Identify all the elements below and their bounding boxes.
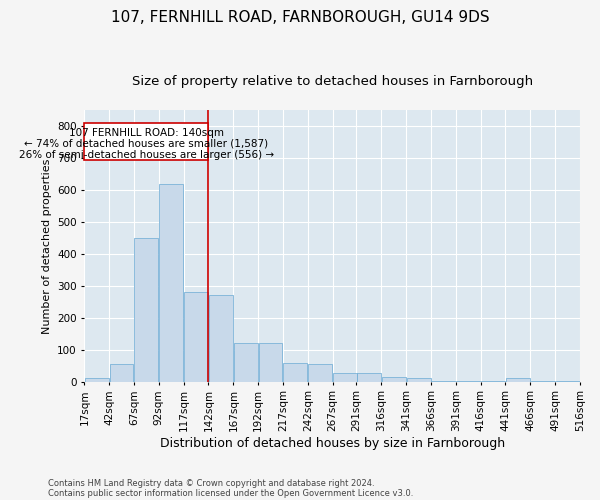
Bar [85,378,109,382]
Text: 26% of semi-detached houses are larger (556) →: 26% of semi-detached houses are larger (… [19,150,274,160]
Text: Contains public sector information licensed under the Open Government Licence v3: Contains public sector information licen… [48,488,413,498]
Bar [110,364,133,382]
Bar [556,380,580,382]
Bar [481,380,505,382]
Bar [407,378,431,382]
Bar [382,377,406,382]
Bar [134,238,158,382]
Bar [506,378,530,382]
X-axis label: Distribution of detached houses by size in Farnborough: Distribution of detached houses by size … [160,437,505,450]
Text: Contains HM Land Registry data © Crown copyright and database right 2024.: Contains HM Land Registry data © Crown c… [48,478,374,488]
Bar [283,362,307,382]
Bar [431,380,455,382]
Bar [333,372,357,382]
Bar [160,184,183,382]
Text: 107, FERNHILL ROAD, FARNBOROUGH, GU14 9DS: 107, FERNHILL ROAD, FARNBOROUGH, GU14 9D… [110,10,490,25]
FancyBboxPatch shape [85,124,208,160]
Text: 107 FERNHILL ROAD: 140sqm: 107 FERNHILL ROAD: 140sqm [69,128,224,138]
Bar [259,344,283,382]
Title: Size of property relative to detached houses in Farnborough: Size of property relative to detached ho… [131,75,533,88]
Bar [184,292,208,382]
Bar [357,372,381,382]
Text: ← 74% of detached houses are smaller (1,587): ← 74% of detached houses are smaller (1,… [25,138,268,148]
Bar [209,296,233,382]
Y-axis label: Number of detached properties: Number of detached properties [41,158,52,334]
Bar [457,380,480,382]
Bar [308,364,332,382]
Bar [234,344,257,382]
Bar [531,380,554,382]
